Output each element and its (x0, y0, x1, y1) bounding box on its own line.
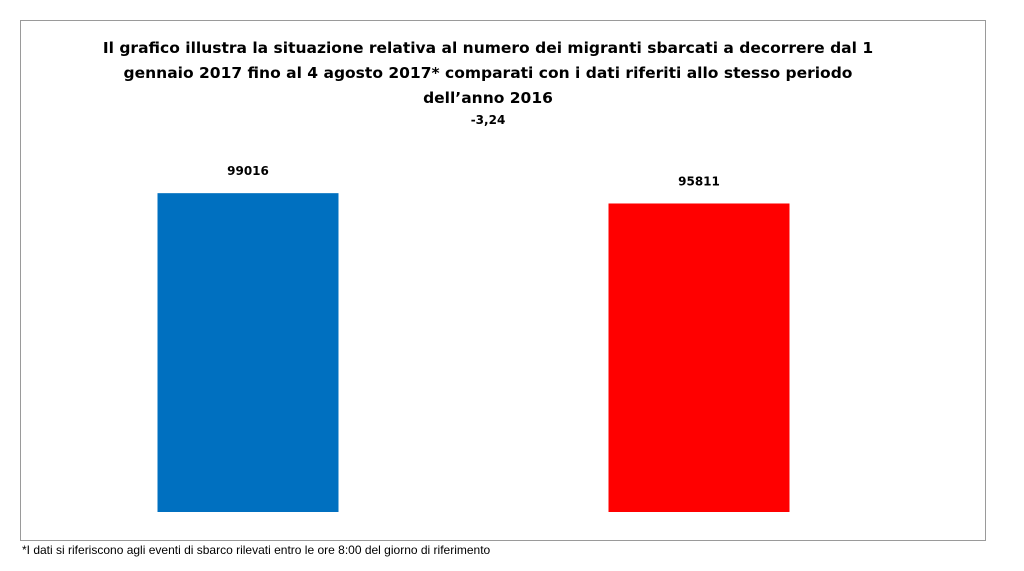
chart-title-line-2: gennaio 2017 fino al 4 agosto 2017* comp… (124, 64, 853, 82)
bar-2 (608, 203, 790, 512)
data-labels-group: 99016 95811 (227, 164, 720, 188)
chart-title-line-1: Il grafico illustra la situazione relati… (103, 39, 873, 57)
bar-1-value-label: 99016 (227, 164, 269, 178)
bar-2-value-label: 95811 (678, 174, 720, 188)
chart-subtitle: -3,24 (471, 113, 506, 127)
chart-frame: Il grafico illustra la situazione relati… (20, 20, 986, 541)
bars-group (157, 193, 790, 512)
chart-title-line-3: dell’anno 2016 (423, 89, 553, 107)
bar-chart: Il grafico illustra la situazione relati… (103, 39, 873, 512)
footnote: *I dati si riferiscono agli eventi di sb… (22, 543, 491, 557)
bar-1 (157, 193, 339, 512)
